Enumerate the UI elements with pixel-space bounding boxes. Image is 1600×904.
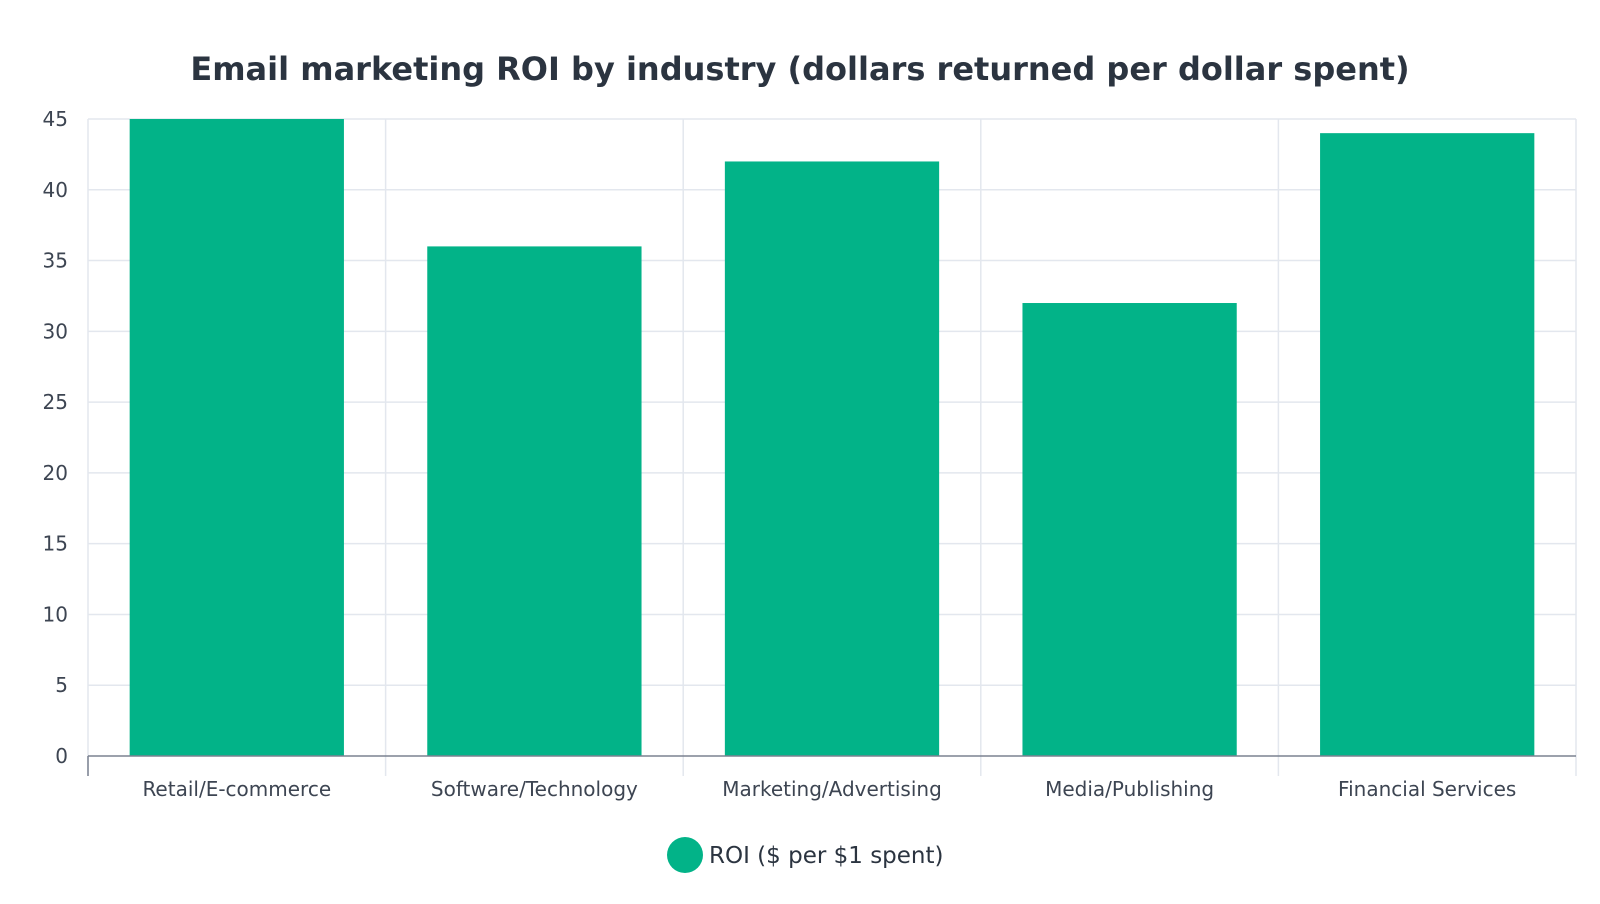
- y-tick-label: 30: [43, 319, 68, 343]
- x-tick-label: Retail/E-commerce: [142, 777, 331, 801]
- x-tick-label: Media/Publishing: [1045, 777, 1214, 801]
- legend[interactable]: ROI ($ per $1 spent): [667, 837, 944, 873]
- legend-swatch-icon: [667, 837, 703, 873]
- y-tick-label: 40: [43, 178, 68, 202]
- bar-2[interactable]: [427, 246, 642, 756]
- y-tick-label: 20: [43, 461, 68, 485]
- y-tick-label: 0: [55, 744, 68, 768]
- x-tick-label: Marketing/Advertising: [722, 777, 942, 801]
- bar-3[interactable]: [724, 161, 940, 756]
- bar-5[interactable]: [1320, 133, 1535, 757]
- y-tick-label: 5: [55, 673, 68, 697]
- axes: 0 5 10 15 20 25 30 35 40 45 Retail/E-commerce Softw…: [43, 107, 1576, 801]
- y-tick-label: 10: [43, 602, 68, 626]
- bar-1[interactable]: [129, 119, 344, 756]
- legend-label: ROI ($ per $1 spent): [709, 843, 944, 869]
- y-tick-label: 15: [43, 532, 68, 556]
- bar-4[interactable]: [1022, 303, 1237, 756]
- y-tick-label: 45: [43, 107, 68, 131]
- y-tick-label: 35: [43, 249, 68, 273]
- x-tick-label: Software/Technology: [431, 777, 638, 801]
- y-tick-label: 25: [43, 390, 68, 414]
- x-tick-label: Financial Services: [1338, 777, 1516, 801]
- chart-title: Email marketing ROI by industry (dollars…: [190, 50, 1409, 88]
- bars: [129, 119, 1535, 757]
